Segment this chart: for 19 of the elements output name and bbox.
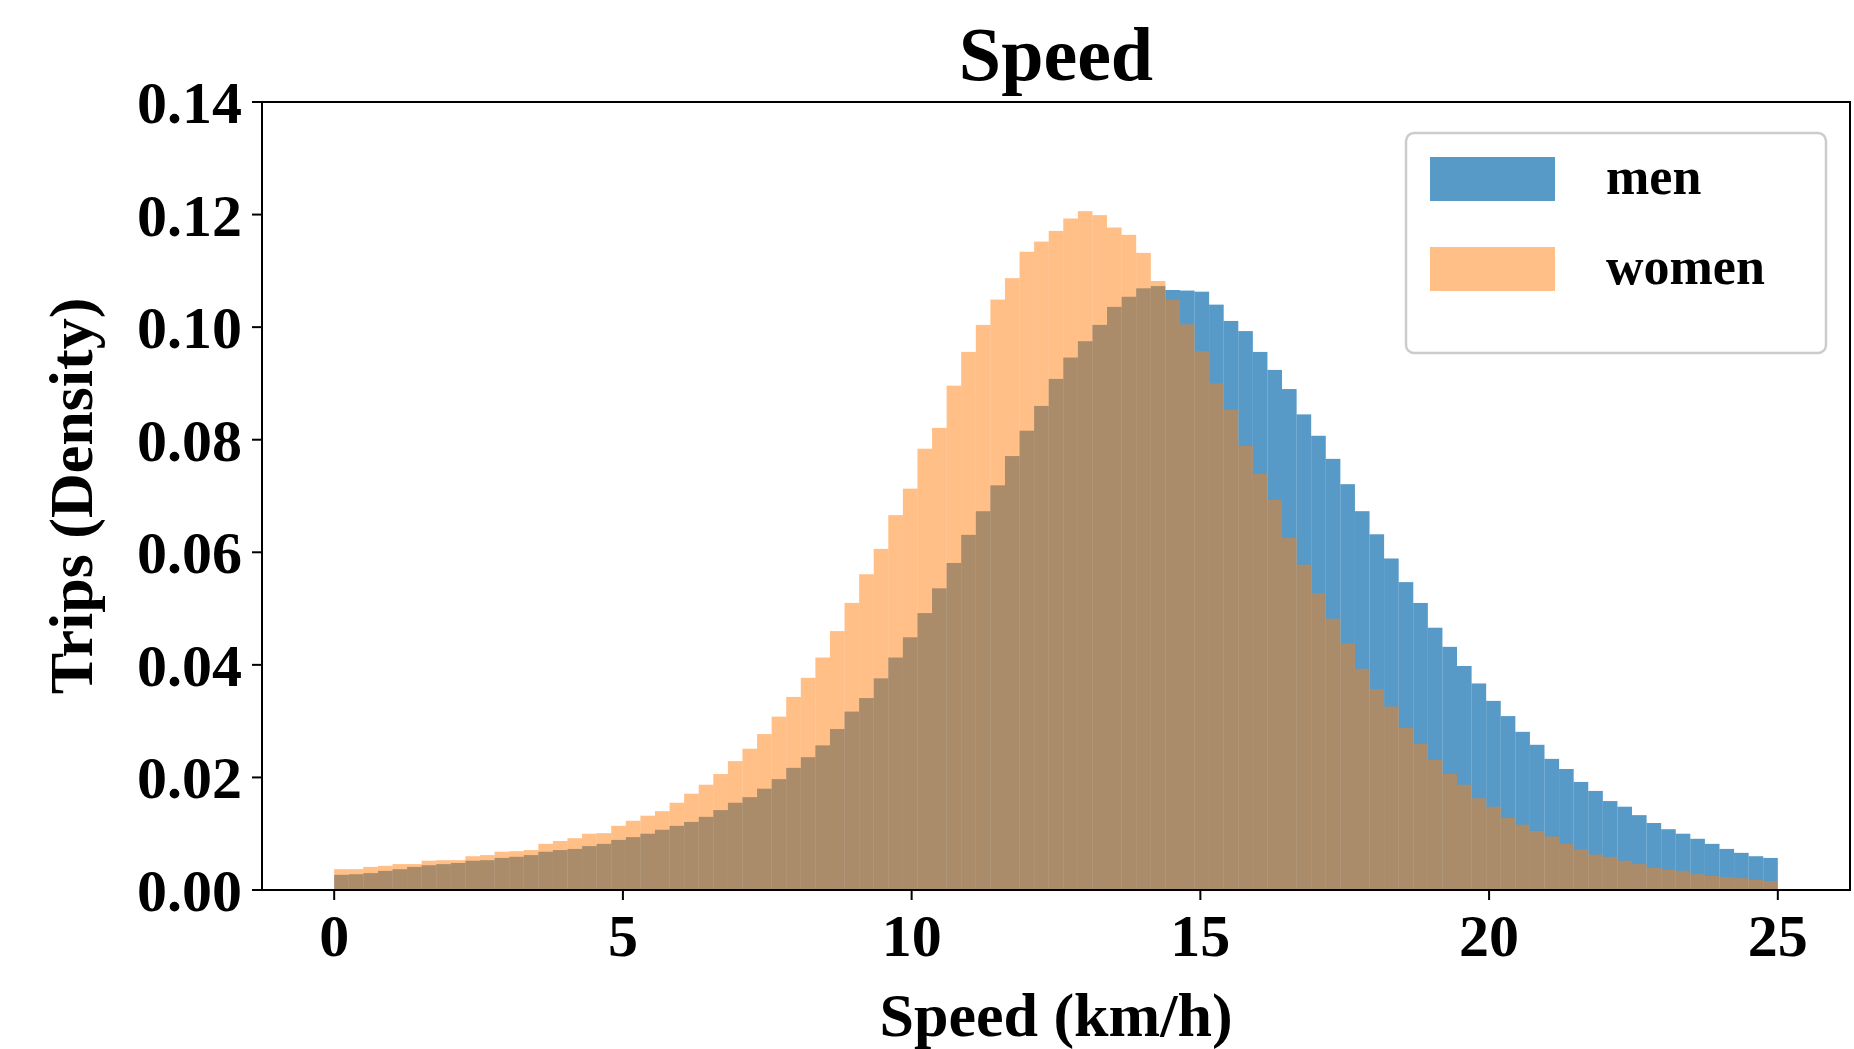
y-tick-label: 0.14 <box>137 70 242 136</box>
x-tick-label: 20 <box>1459 903 1520 969</box>
y-tick-label: 0.06 <box>137 520 242 587</box>
x-tick-label: 0 <box>319 903 350 969</box>
y-tick-label: 0.00 <box>137 858 242 924</box>
x-tick-label: 25 <box>1747 903 1808 969</box>
legend-label: women <box>1606 238 1765 295</box>
y-tick-label: 0.10 <box>137 295 242 362</box>
x-tick-label: 5 <box>607 903 638 969</box>
chart-title: Speed <box>958 12 1154 96</box>
y-tick-label: 0.08 <box>137 407 242 474</box>
y-axis-title: Trips (Density) <box>37 297 106 695</box>
x-tick-label: 15 <box>1170 903 1231 969</box>
x-tick-label: 10 <box>881 903 942 969</box>
y-tick-label: 0.04 <box>137 632 242 699</box>
y-tick-label: 0.02 <box>137 745 242 812</box>
legend-label: men <box>1606 148 1702 205</box>
y-tick-label: 0.12 <box>137 182 242 249</box>
x-axis-title: Speed (km/h) <box>879 981 1233 1049</box>
